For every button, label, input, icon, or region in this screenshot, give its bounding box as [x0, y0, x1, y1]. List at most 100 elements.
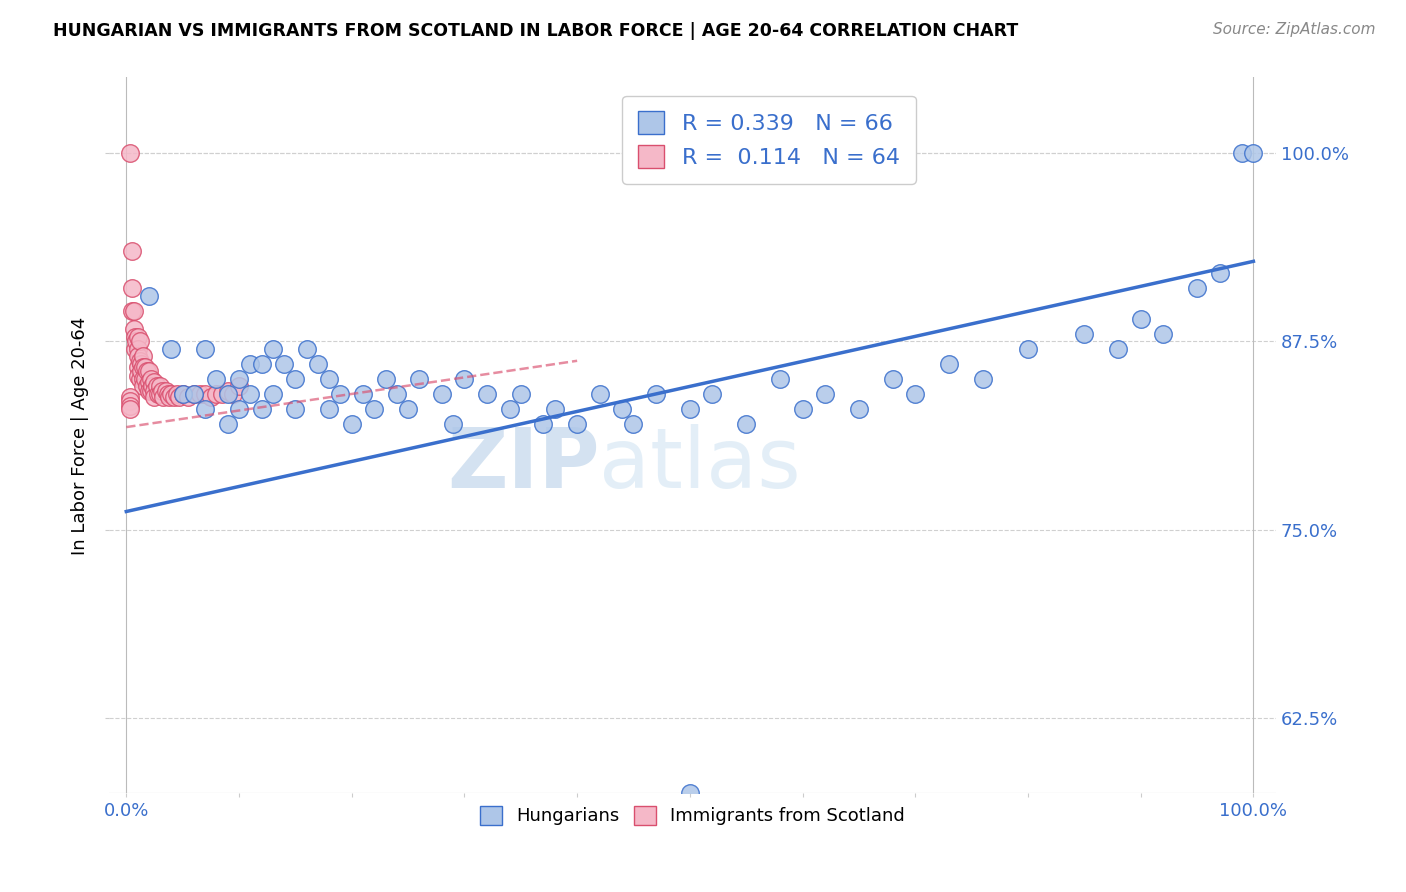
Text: HUNGARIAN VS IMMIGRANTS FROM SCOTLAND IN LABOR FORCE | AGE 20-64 CORRELATION CHA: HUNGARIAN VS IMMIGRANTS FROM SCOTLAND IN… [53, 22, 1019, 40]
Point [475, 387, 498, 401]
Point [160, 342, 183, 356]
Point [509, 387, 531, 401]
Point [1129, 311, 1152, 326]
Point [228, 402, 250, 417]
Point [679, 402, 702, 417]
Point [128, 353, 150, 368]
Point [396, 402, 419, 417]
Point [1241, 145, 1264, 160]
Point [441, 417, 464, 431]
Point [132, 349, 155, 363]
Point [160, 387, 183, 401]
Point [769, 372, 792, 386]
Point [194, 402, 217, 417]
Point [152, 390, 174, 404]
Point [129, 357, 152, 371]
Point [124, 342, 146, 356]
Point [122, 322, 145, 336]
Point [150, 384, 173, 398]
Point [162, 390, 184, 404]
Point [194, 342, 217, 356]
Point [167, 390, 190, 404]
Point [121, 304, 143, 318]
Point [127, 359, 149, 374]
Point [139, 384, 162, 398]
Point [124, 329, 146, 343]
Y-axis label: In Labor Force | Age 20-64: In Labor Force | Age 20-64 [72, 317, 89, 555]
Point [1152, 326, 1174, 341]
Point [134, 372, 156, 386]
Point [157, 390, 180, 404]
Point [135, 364, 157, 378]
Point [217, 384, 239, 398]
Point [938, 357, 960, 371]
Point [702, 387, 724, 401]
Point [612, 402, 634, 417]
Point [430, 387, 453, 401]
Point [132, 359, 155, 374]
Point [121, 244, 143, 258]
Point [318, 402, 340, 417]
Point [408, 372, 430, 386]
Point [307, 357, 329, 371]
Point [972, 372, 994, 386]
Point [295, 342, 318, 356]
Point [200, 390, 222, 404]
Point [127, 368, 149, 383]
Point [194, 387, 217, 401]
Point [127, 342, 149, 356]
Point [149, 379, 172, 393]
Point [118, 394, 141, 409]
Point [121, 281, 143, 295]
Point [143, 375, 166, 389]
Point [205, 387, 228, 401]
Point [1208, 266, 1230, 280]
Point [1073, 326, 1095, 341]
Point [543, 402, 565, 417]
Point [135, 379, 157, 393]
Point [735, 417, 758, 431]
Point [188, 387, 211, 401]
Point [329, 387, 352, 401]
Point [222, 387, 245, 401]
Point [385, 387, 408, 401]
Point [228, 372, 250, 386]
Point [679, 786, 702, 800]
Point [132, 372, 155, 386]
Point [128, 372, 150, 386]
Point [149, 387, 172, 401]
Point [141, 379, 163, 393]
Point [284, 402, 307, 417]
Point [138, 375, 160, 389]
Point [792, 402, 814, 417]
Point [211, 387, 233, 401]
Point [352, 387, 374, 401]
Point [498, 402, 520, 417]
Point [118, 402, 141, 417]
Point [217, 387, 239, 401]
Point [138, 289, 160, 303]
Point [217, 417, 239, 431]
Text: atlas: atlas [599, 424, 801, 505]
Point [125, 334, 148, 349]
Point [128, 334, 150, 349]
Point [239, 357, 262, 371]
Point [143, 384, 166, 398]
Point [118, 390, 141, 404]
Point [146, 387, 169, 401]
Point [172, 387, 194, 401]
Point [623, 417, 645, 431]
Point [127, 329, 149, 343]
Point [814, 387, 837, 401]
Point [129, 364, 152, 378]
Point [374, 372, 396, 386]
Point [139, 372, 162, 386]
Point [143, 390, 166, 404]
Point [1017, 342, 1039, 356]
Point [284, 372, 307, 386]
Point [134, 359, 156, 374]
Point [183, 387, 205, 401]
Legend: Hungarians, Immigrants from Scotland: Hungarians, Immigrants from Scotland [471, 797, 914, 834]
Point [1185, 281, 1208, 295]
Point [340, 417, 363, 431]
